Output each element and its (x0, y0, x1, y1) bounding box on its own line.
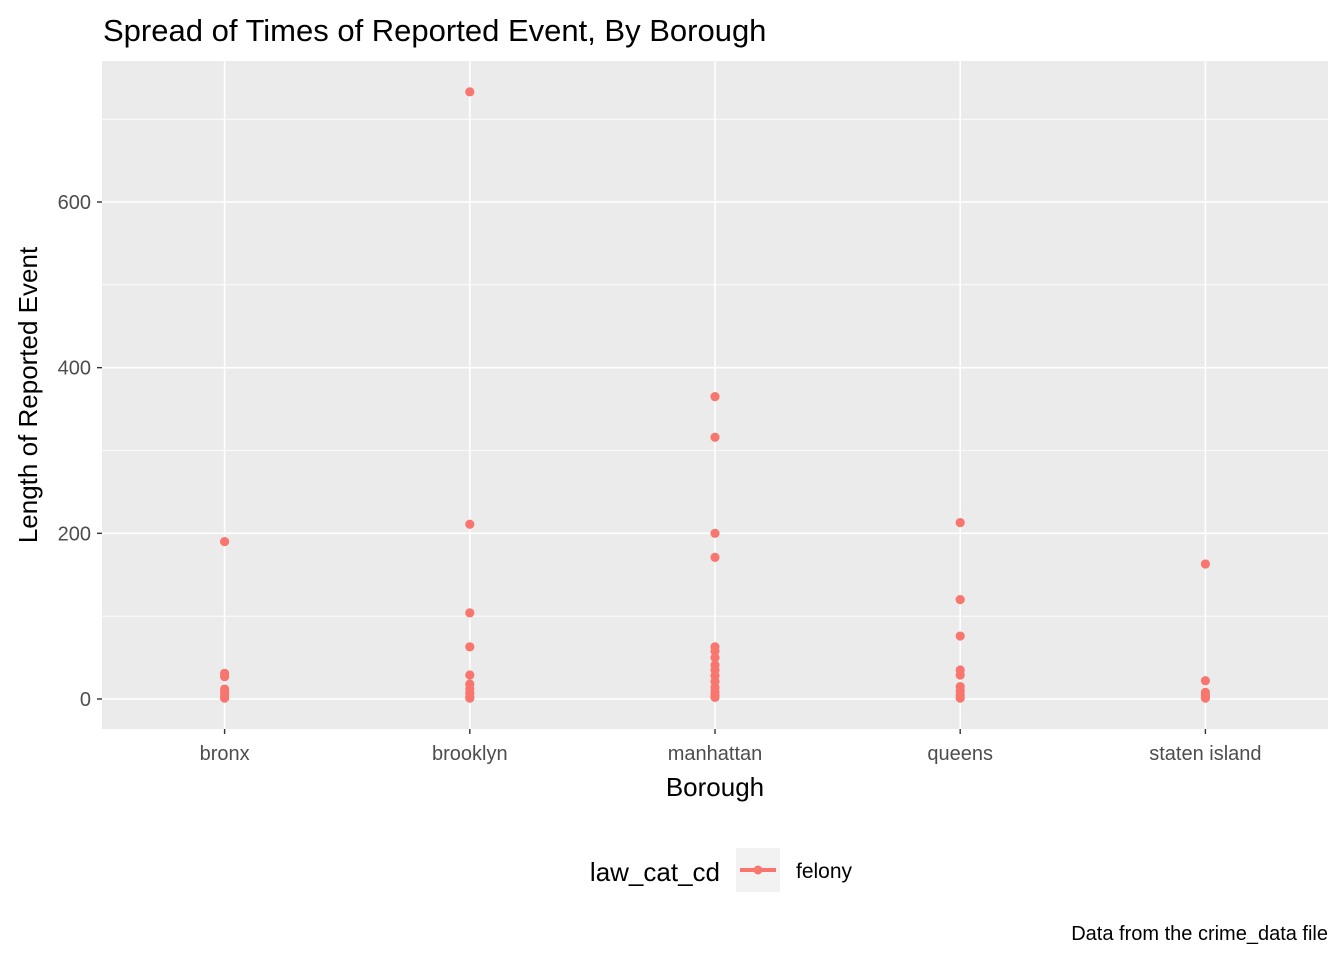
data-point (465, 693, 475, 703)
data-point (955, 693, 965, 703)
y-tick-label: 400 (58, 358, 91, 380)
data-point (465, 670, 475, 680)
data-point (710, 652, 720, 663)
x-tick-label: brooklyn (432, 743, 508, 765)
chart-title: Spread of Times of Reported Event, By Bo… (103, 13, 766, 48)
data-point (1200, 559, 1210, 569)
data-point (955, 595, 965, 605)
data-point (710, 692, 720, 702)
x-tick-label: bronx (200, 743, 250, 765)
data-point (955, 670, 965, 680)
y-tick-label: 600 (58, 192, 91, 214)
x-tick-label: staten island (1149, 743, 1261, 765)
x-tick-label: queens (927, 743, 993, 765)
y-tick-label: 200 (58, 523, 91, 545)
data-point (465, 87, 475, 97)
x-axis-title: Borough (666, 772, 764, 802)
data-point (710, 646, 720, 656)
legend-title: law_cat_cd (590, 857, 720, 887)
legend: law_cat_cd felony (590, 848, 853, 892)
data-point (955, 631, 965, 641)
data-point (1200, 693, 1210, 703)
data-point (1200, 676, 1210, 686)
data-point (220, 672, 230, 682)
data-point (220, 537, 230, 547)
data-point (465, 608, 475, 618)
legend-label-felony: felony (796, 860, 853, 883)
data-point (465, 642, 475, 652)
data-point (710, 392, 720, 402)
data-point (710, 432, 720, 442)
data-point (710, 528, 720, 538)
x-tick-label: manhattan (668, 743, 763, 765)
y-axis-title: Length of Reported Event (13, 246, 43, 543)
data-point (465, 519, 475, 529)
chart-caption: Data from the crime_data file (1071, 923, 1328, 945)
y-axis-ticks: 0 200 400 600 (58, 192, 102, 711)
data-point (955, 517, 965, 528)
data-points (220, 87, 1210, 703)
legend-key-point (753, 865, 763, 875)
data-point (710, 552, 720, 562)
x-axis-ticks: bronx brooklyn manhattan queens staten islan… (200, 729, 1262, 765)
y-tick-label: 0 (80, 689, 91, 711)
data-point (220, 693, 230, 703)
